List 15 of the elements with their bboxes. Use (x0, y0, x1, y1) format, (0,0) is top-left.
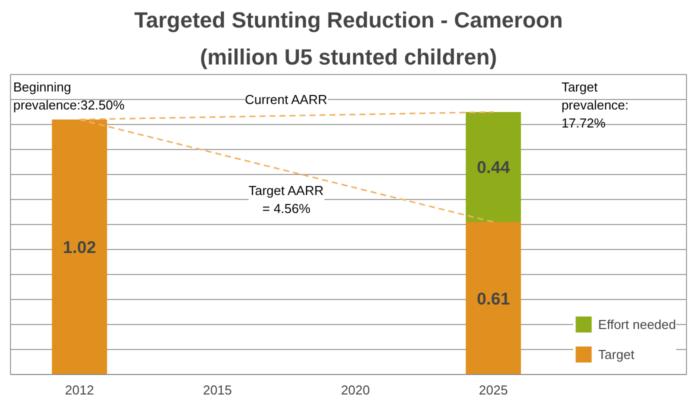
annotation: Beginning prevalence:32.50% (13, 80, 125, 112)
legend-label: Target (598, 346, 634, 362)
x-tick-label: 2015 (202, 382, 232, 398)
data-label: 0.44 (476, 158, 510, 177)
annotation: Current AARR (244, 92, 328, 107)
chart-title: Targeted Stunting Reduction - Cameroon (134, 8, 563, 32)
legend-label: Effort needed (598, 316, 676, 332)
chart-subtitle: (million U5 stunted children) (200, 44, 498, 70)
annotation: Target AARR = 4.56% (248, 183, 324, 216)
annotation: Target prevalence: 17.72% (561, 80, 629, 130)
x-tick-label: 2012 (65, 382, 94, 398)
data-label: 0.61 (476, 289, 510, 308)
x-tick-label: 2025 (478, 382, 508, 398)
data-label: 1.02 (62, 238, 96, 257)
x-tick-label: 2020 (340, 382, 370, 398)
